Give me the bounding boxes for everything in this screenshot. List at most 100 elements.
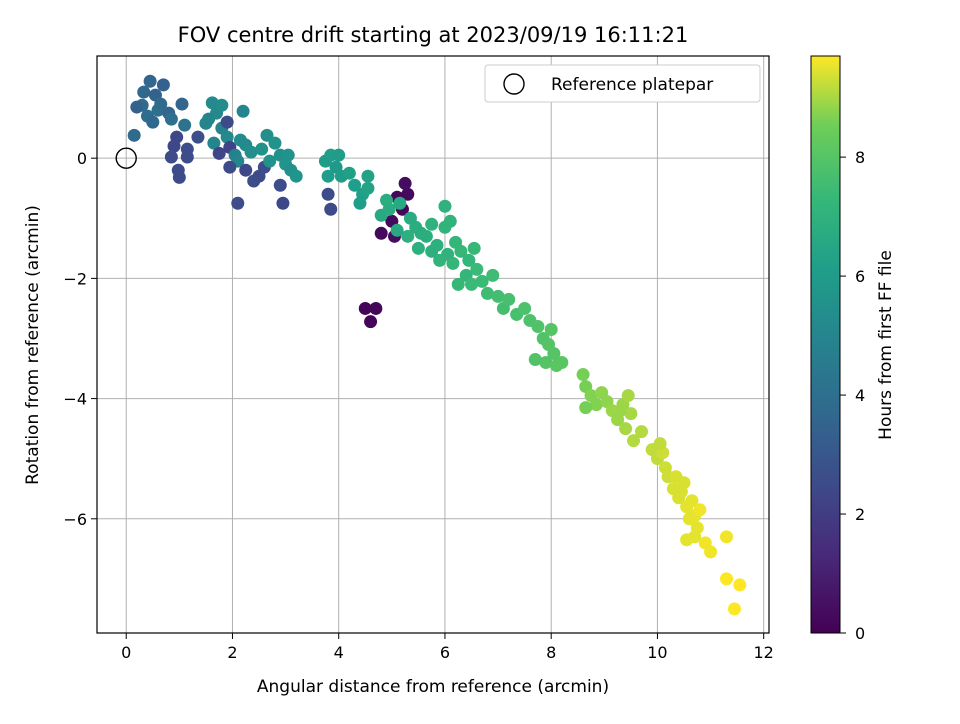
data-point	[433, 253, 447, 267]
x-tick-label: 6	[440, 643, 450, 662]
data-point	[480, 286, 494, 300]
legend-marker-icon	[503, 73, 525, 95]
data-point	[202, 112, 216, 126]
data-point	[688, 530, 702, 544]
data-point	[268, 136, 282, 150]
colorbar-gradient	[810, 55, 841, 634]
data-point	[127, 128, 141, 142]
data-point	[475, 274, 489, 288]
data-point	[263, 154, 277, 168]
legend: Reference platepar	[484, 64, 761, 103]
data-point	[398, 176, 412, 190]
data-point	[393, 196, 407, 210]
colorbar-label: Hours from first FF file	[876, 250, 896, 440]
data-point	[369, 301, 383, 315]
data-point	[446, 256, 460, 270]
x-tick-label: 4	[334, 643, 344, 662]
data-point	[502, 292, 516, 306]
data-point	[486, 268, 500, 282]
y-tick-label: 0	[77, 149, 87, 168]
data-point	[164, 112, 178, 126]
data-point	[164, 150, 178, 164]
data-point	[220, 130, 234, 144]
y-axis-label: Rotation from reference (arcmin)	[23, 205, 43, 485]
y-axis-ticks: 0 −2 −4 −6	[63, 149, 97, 529]
data-point	[401, 229, 415, 243]
data-point	[465, 277, 479, 291]
data-point	[414, 226, 428, 240]
x-tick-label: 8	[546, 643, 556, 662]
data-points	[115, 74, 747, 616]
data-point	[531, 319, 545, 333]
data-point	[635, 425, 649, 439]
data-point	[462, 253, 476, 267]
data-point	[401, 187, 415, 201]
data-point	[358, 301, 372, 315]
data-point	[720, 530, 734, 544]
y-tick-label: −6	[63, 510, 87, 529]
data-point	[273, 178, 287, 192]
plot-frame	[96, 55, 770, 634]
data-point	[361, 181, 375, 195]
data-point	[321, 169, 335, 183]
data-point	[178, 118, 192, 132]
x-tick-label: 2	[227, 643, 237, 662]
data-point	[555, 356, 569, 370]
y-tick-label: −4	[63, 390, 87, 409]
data-point	[212, 146, 226, 160]
data-point	[255, 142, 269, 156]
legend-box	[484, 64, 761, 103]
data-point	[175, 97, 189, 111]
data-point	[289, 169, 303, 183]
data-point	[207, 136, 221, 150]
data-point	[443, 214, 457, 228]
data-point	[547, 347, 561, 361]
x-axis-ticks: 0 2 4 6 8 10 12	[121, 633, 774, 662]
data-point	[425, 217, 439, 231]
data-point	[425, 244, 439, 258]
data-point	[674, 485, 688, 499]
reference-marker	[115, 147, 137, 169]
data-point	[467, 241, 481, 255]
data-point	[191, 130, 205, 144]
data-point	[260, 128, 274, 142]
data-point	[539, 356, 553, 370]
x-tick-label: 0	[121, 643, 131, 662]
data-point	[239, 163, 253, 177]
data-point	[321, 187, 335, 201]
data-point	[215, 98, 229, 112]
data-point	[348, 178, 362, 192]
data-point	[180, 150, 194, 164]
chart-title: FOV centre drift starting at 2023/09/19 …	[178, 23, 689, 47]
data-point	[324, 202, 338, 216]
colorbar-tick-label: 4	[855, 386, 865, 405]
colorbar-tick-label: 2	[855, 505, 865, 524]
colorbar-tick-label: 6	[855, 267, 865, 286]
colorbar-tick-label: 0	[855, 624, 865, 643]
data-point	[727, 602, 741, 616]
data-point	[669, 470, 683, 484]
data-point	[244, 145, 258, 159]
data-point	[353, 196, 367, 210]
data-point	[332, 148, 346, 162]
data-point	[454, 244, 468, 258]
x-axis-label: Angular distance from reference (arcmin)	[257, 677, 609, 697]
data-point	[653, 437, 667, 451]
data-point	[576, 368, 590, 382]
data-point	[619, 422, 633, 436]
data-point	[281, 148, 295, 162]
data-point	[544, 322, 558, 336]
data-point	[528, 353, 542, 367]
data-point	[704, 545, 718, 559]
data-point	[685, 494, 699, 508]
data-point	[624, 407, 638, 421]
legend-label: Reference platepar	[551, 75, 713, 95]
colorbar-ticks: 0 2 4 6 8	[840, 148, 865, 643]
data-point	[223, 160, 237, 174]
data-point	[374, 226, 388, 240]
colorbar-tick-label: 8	[855, 148, 865, 167]
data-point	[364, 315, 378, 329]
data-point	[143, 74, 157, 88]
data-point	[220, 115, 234, 129]
